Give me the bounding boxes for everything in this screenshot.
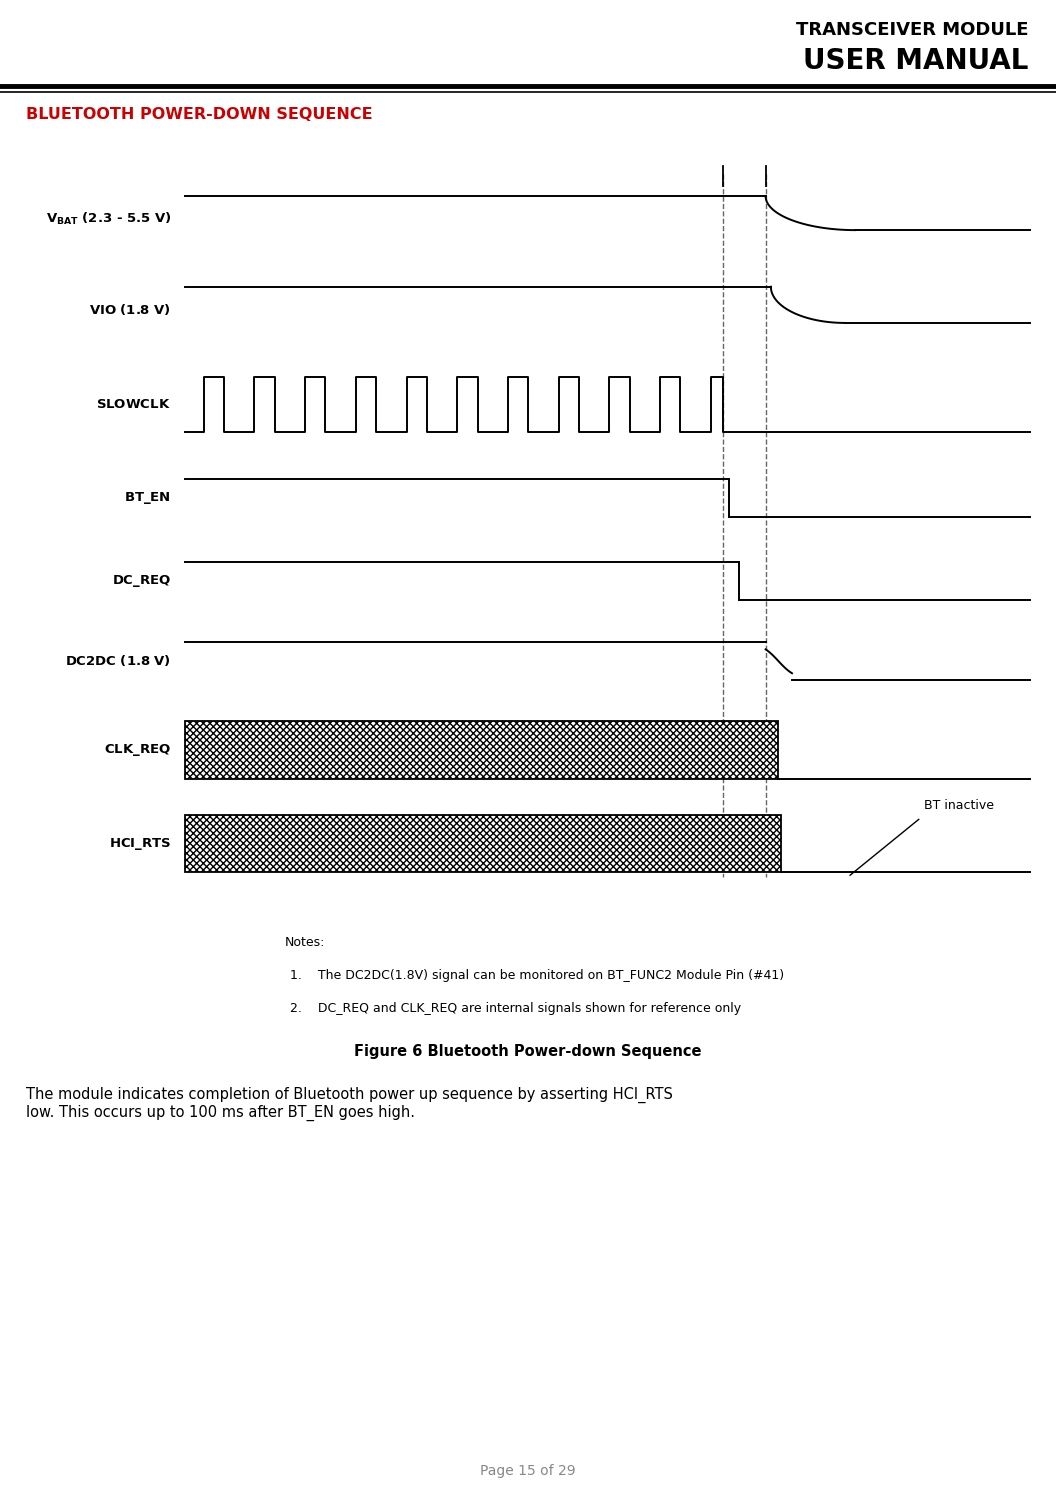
Text: USER MANUAL: USER MANUAL <box>804 47 1029 75</box>
Text: $\mathbf{DC\_REQ}$: $\mathbf{DC\_REQ}$ <box>112 573 171 589</box>
Text: TRANSCEIVER MODULE: TRANSCEIVER MODULE <box>796 21 1029 39</box>
Text: $\mathbf{V_{BAT}}$ (2.3 - 5.5 V): $\mathbf{V_{BAT}}$ (2.3 - 5.5 V) <box>45 211 171 226</box>
Text: $\mathbf{BT\_EN}$: $\mathbf{BT\_EN}$ <box>125 490 171 506</box>
Bar <box>185 721 778 779</box>
Text: Page 15 of 29: Page 15 of 29 <box>480 1464 576 1477</box>
Text: $\mathbf{SLOWCLK}$: $\mathbf{SLOWCLK}$ <box>96 398 171 410</box>
Text: 2.    DC_REQ and CLK_REQ are internal signals shown for reference only: 2. DC_REQ and CLK_REQ are internal signa… <box>290 1002 741 1016</box>
Text: Notes:: Notes: <box>285 936 325 949</box>
Text: The module indicates completion of Bluetooth power up sequence by asserting HCI_: The module indicates completion of Bluet… <box>26 1086 674 1121</box>
Text: $\mathbf{VIO\ (1.8\ V)}$: $\mathbf{VIO\ (1.8\ V)}$ <box>90 302 171 317</box>
Text: 1.    The DC2DC(1.8V) signal can be monitored on BT_FUNC2 Module Pin (#41): 1. The DC2DC(1.8V) signal can be monitor… <box>290 969 785 982</box>
Bar <box>185 815 781 872</box>
Text: $\mathbf{DC2DC\ (1.8\ V)}$: $\mathbf{DC2DC\ (1.8\ V)}$ <box>65 653 171 668</box>
Text: $\mathbf{HCI\_RTS}$: $\mathbf{HCI\_RTS}$ <box>109 836 171 851</box>
Text: $\mathbf{CLK\_REQ}$: $\mathbf{CLK\_REQ}$ <box>105 742 171 758</box>
Text: BLUETOOTH POWER-DOWN SEQUENCE: BLUETOOTH POWER-DOWN SEQUENCE <box>26 107 373 122</box>
Text: BT inactive: BT inactive <box>924 798 994 812</box>
Text: Figure 6 Bluetooth Power-down Sequence: Figure 6 Bluetooth Power-down Sequence <box>354 1044 702 1059</box>
